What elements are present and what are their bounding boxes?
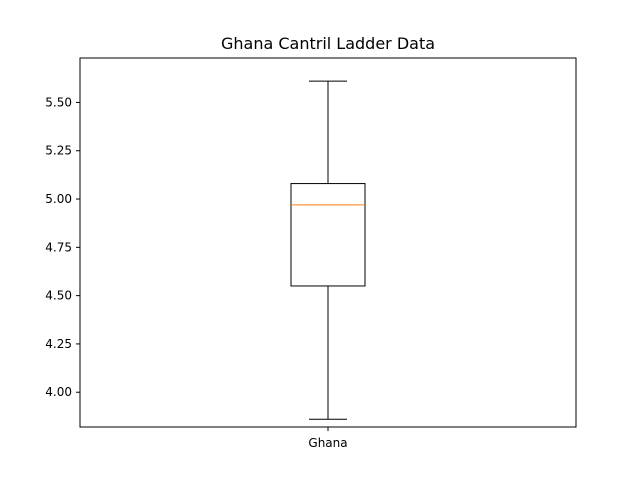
y-tick-label: 4.75 — [45, 240, 72, 254]
y-tick-label: 5.25 — [45, 144, 72, 158]
box-series — [290, 80, 366, 420]
y-tick-label: 5.50 — [45, 95, 72, 109]
x-tick-label: Ghana — [308, 436, 347, 450]
y-tick-label: 4.00 — [45, 385, 72, 399]
y-tick-label: 4.25 — [45, 337, 72, 351]
y-axis: 4.00 4.25 4.50 4.75 5.00 5.25 5.50 — [45, 95, 80, 399]
y-tick-label: 4.50 — [45, 289, 72, 303]
interquartile-box — [290, 183, 366, 287]
x-axis: Ghana — [308, 427, 348, 450]
chart-title: Ghana Cantril Ladder Data — [221, 34, 435, 53]
box-ghana — [290, 80, 366, 420]
y-tick-label: 5.00 — [45, 192, 72, 206]
